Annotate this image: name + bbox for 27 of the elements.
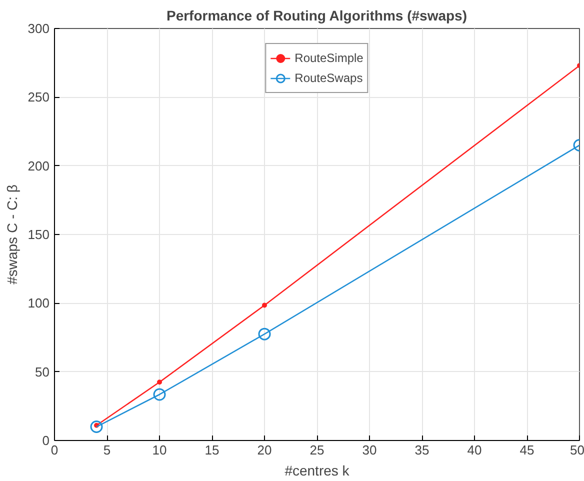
legend-label: RouteSimple: [294, 51, 364, 65]
x-axis-title: #centres k: [284, 462, 350, 478]
x-tick-label: 50: [570, 442, 584, 458]
y-tick-label: 50: [35, 364, 50, 380]
x-tick-label: 15: [204, 442, 220, 458]
y-tick-label: 300: [28, 21, 50, 36]
x-tick-label: 30: [362, 442, 377, 458]
x-tick-label: 35: [414, 442, 430, 458]
point: [262, 302, 267, 308]
x-tick-label: 10: [152, 442, 167, 458]
x-tick-label: 25: [310, 442, 324, 458]
chart-title: Performance of Routing Algorithms (#swaps): [166, 8, 467, 24]
y-tick-label: 100: [28, 296, 50, 311]
point: [90, 420, 103, 434]
x-tick-label: 45: [520, 442, 534, 458]
x-tick-label: 5: [103, 442, 111, 458]
point: [258, 328, 271, 340]
y-tick-label: 250: [28, 90, 50, 105]
y-tick-label: 0: [42, 433, 50, 448]
point: [153, 388, 166, 401]
point: [157, 380, 162, 385]
y-tick-label: 200: [28, 158, 50, 174]
x-tick-label: 20: [257, 442, 272, 458]
x-tick-label: 40: [467, 442, 482, 458]
y-axis-title: #swaps C - C: β: [4, 184, 20, 284]
y-tick-label: 150: [28, 227, 50, 242]
legend-label: RouteSwaps: [294, 71, 363, 85]
